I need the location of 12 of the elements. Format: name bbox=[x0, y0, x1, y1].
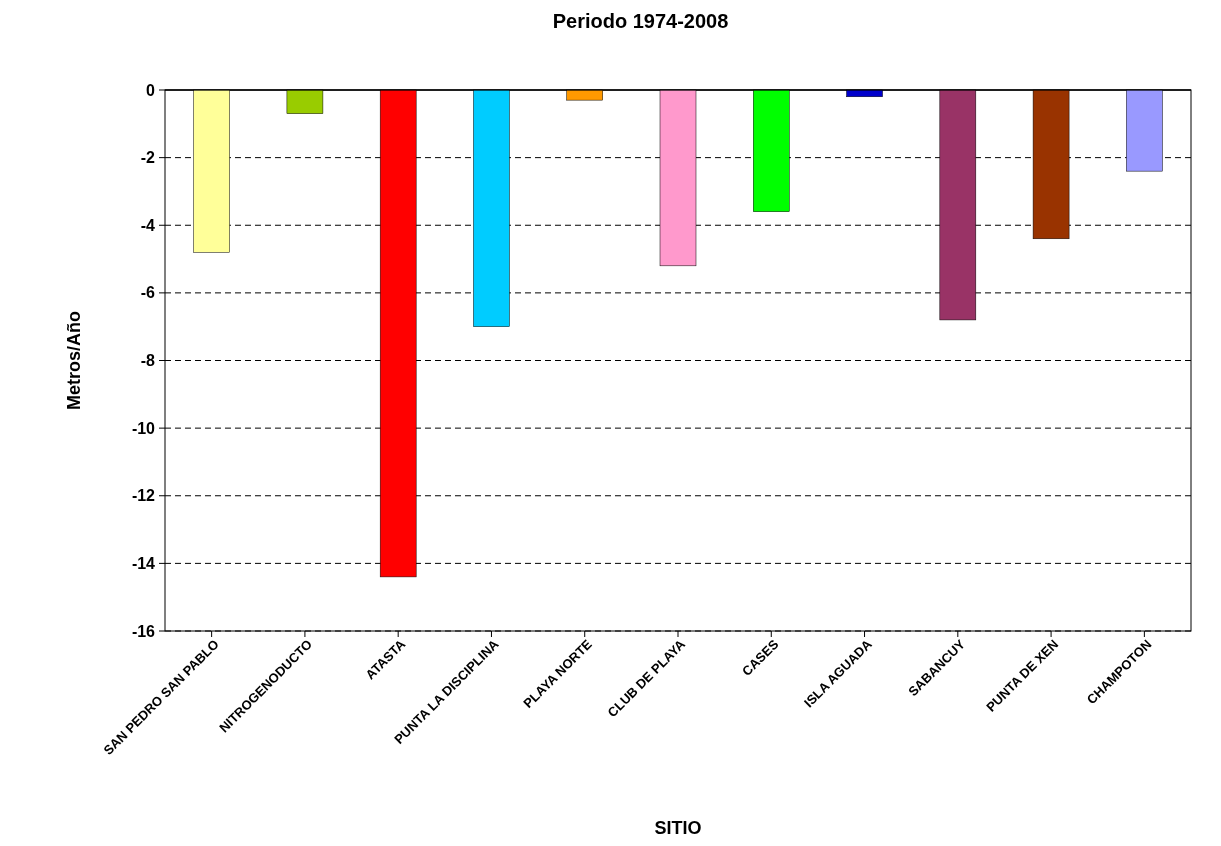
y-tick-label: -14 bbox=[131, 554, 156, 572]
y-tick-label: -2 bbox=[140, 149, 156, 167]
y-tick-label: -16 bbox=[131, 622, 156, 640]
y-tick-label: -10 bbox=[131, 419, 156, 437]
y-tick-label: -6 bbox=[140, 284, 156, 302]
y-axis-title: Metros/Año bbox=[64, 311, 84, 410]
y-tick-label: -4 bbox=[140, 216, 156, 234]
x-axis-title: SITIO bbox=[654, 818, 702, 838]
y-tick-label: -8 bbox=[140, 352, 156, 370]
chart-title: Periodo 1974-2008 bbox=[552, 10, 729, 32]
y-tick-label: -12 bbox=[131, 487, 156, 505]
y-tick-label: 0 bbox=[146, 81, 156, 99]
